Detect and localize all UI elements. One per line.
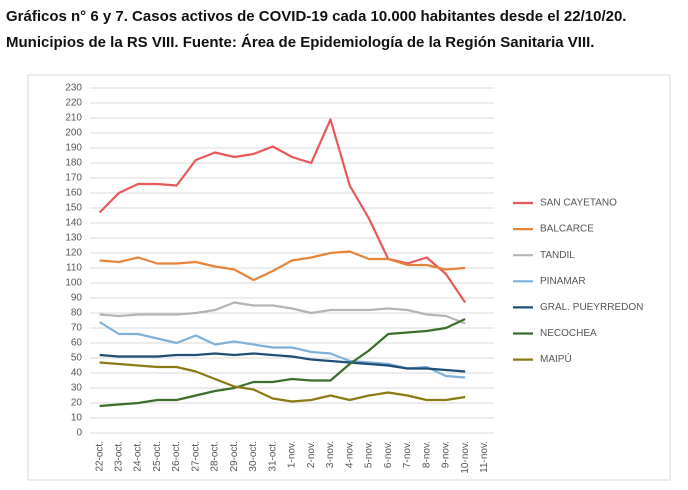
series-line xyxy=(99,301,466,325)
y-tick-label: 220 xyxy=(65,98,82,109)
x-tick-label: 1-nov. xyxy=(287,441,298,468)
x-tick-label: 3-nov. xyxy=(325,441,336,468)
series-line xyxy=(98,118,467,304)
y-tick-label: 170 xyxy=(65,173,82,184)
y-tick-label: 210 xyxy=(65,113,82,124)
x-tick-label: 7-nov. xyxy=(402,441,413,468)
x-tick-label: 6-nov. xyxy=(383,441,394,468)
y-tick-label: 20 xyxy=(71,398,83,409)
x-tick-label: 27-oct. xyxy=(190,441,201,472)
y-tick-label: 150 xyxy=(65,203,82,214)
y-tick-label: 190 xyxy=(65,143,82,154)
y-tick-label: 230 xyxy=(65,83,82,94)
series-line xyxy=(99,352,466,373)
chart-title: Gráficos n° 6 y 7. Casos activos de COVI… xyxy=(6,8,627,25)
x-tick-label: 4-nov. xyxy=(344,441,355,468)
legend-label: SAN CAYETANO xyxy=(540,198,617,209)
x-tick-label: 23-oct. xyxy=(113,441,124,472)
y-tick-label: 120 xyxy=(65,248,82,259)
y-tick-label: 90 xyxy=(71,293,83,304)
x-tick-label: 5-nov. xyxy=(364,441,375,468)
x-tick-label: 11-nov. xyxy=(479,441,490,473)
y-tick-label: 100 xyxy=(65,278,82,289)
y-tick-label: 30 xyxy=(71,383,83,394)
x-tick-label: 24-oct. xyxy=(133,441,144,472)
x-tick-label: 31-oct. xyxy=(267,441,278,472)
series-line xyxy=(99,318,466,408)
x-tick-label: 30-oct. xyxy=(248,441,259,472)
legend-label: GRAL. PUEYRREDON xyxy=(540,302,643,313)
series-line xyxy=(99,361,466,403)
legend-label: TANDIL xyxy=(540,250,575,261)
x-tick-label: 25-oct. xyxy=(152,441,163,472)
y-tick-label: 10 xyxy=(71,413,83,424)
x-tick-label: 8-nov. xyxy=(421,441,432,468)
y-tick-label: 110 xyxy=(66,263,82,274)
y-tick-label: 80 xyxy=(71,308,83,319)
x-tick-label: 10-nov. xyxy=(460,441,471,474)
legend-label: NECOCHEA xyxy=(540,328,597,339)
x-tick-label: 29-oct. xyxy=(229,441,240,472)
x-tick-label: 28-oct. xyxy=(210,441,221,472)
y-tick-label: 60 xyxy=(71,338,83,349)
y-tick-label: 0 xyxy=(76,428,82,439)
chart-frame xyxy=(27,74,671,481)
legend-label: MAIPÚ xyxy=(540,352,572,365)
y-tick-label: 140 xyxy=(65,218,82,229)
x-tick-label: 22-oct. xyxy=(94,441,105,472)
y-tick-label: 70 xyxy=(71,323,83,334)
x-tick-label: 26-oct. xyxy=(171,441,182,472)
chart-subtitle: Municipios de la RS VIII. Fuente: Área d… xyxy=(6,34,595,51)
x-tick-label: 9-nov. xyxy=(441,441,452,468)
y-tick-label: 180 xyxy=(65,158,82,169)
y-tick-label: 160 xyxy=(65,188,82,199)
y-tick-label: 50 xyxy=(71,353,83,364)
y-tick-label: 40 xyxy=(71,368,83,379)
y-tick-label: 200 xyxy=(65,128,82,139)
series-line xyxy=(99,250,466,282)
x-tick-label: 2-nov. xyxy=(306,441,317,468)
legend-label: BALCARCE xyxy=(540,224,594,235)
legend-label: PINAMAR xyxy=(540,276,586,287)
y-tick-label: 130 xyxy=(65,233,82,244)
